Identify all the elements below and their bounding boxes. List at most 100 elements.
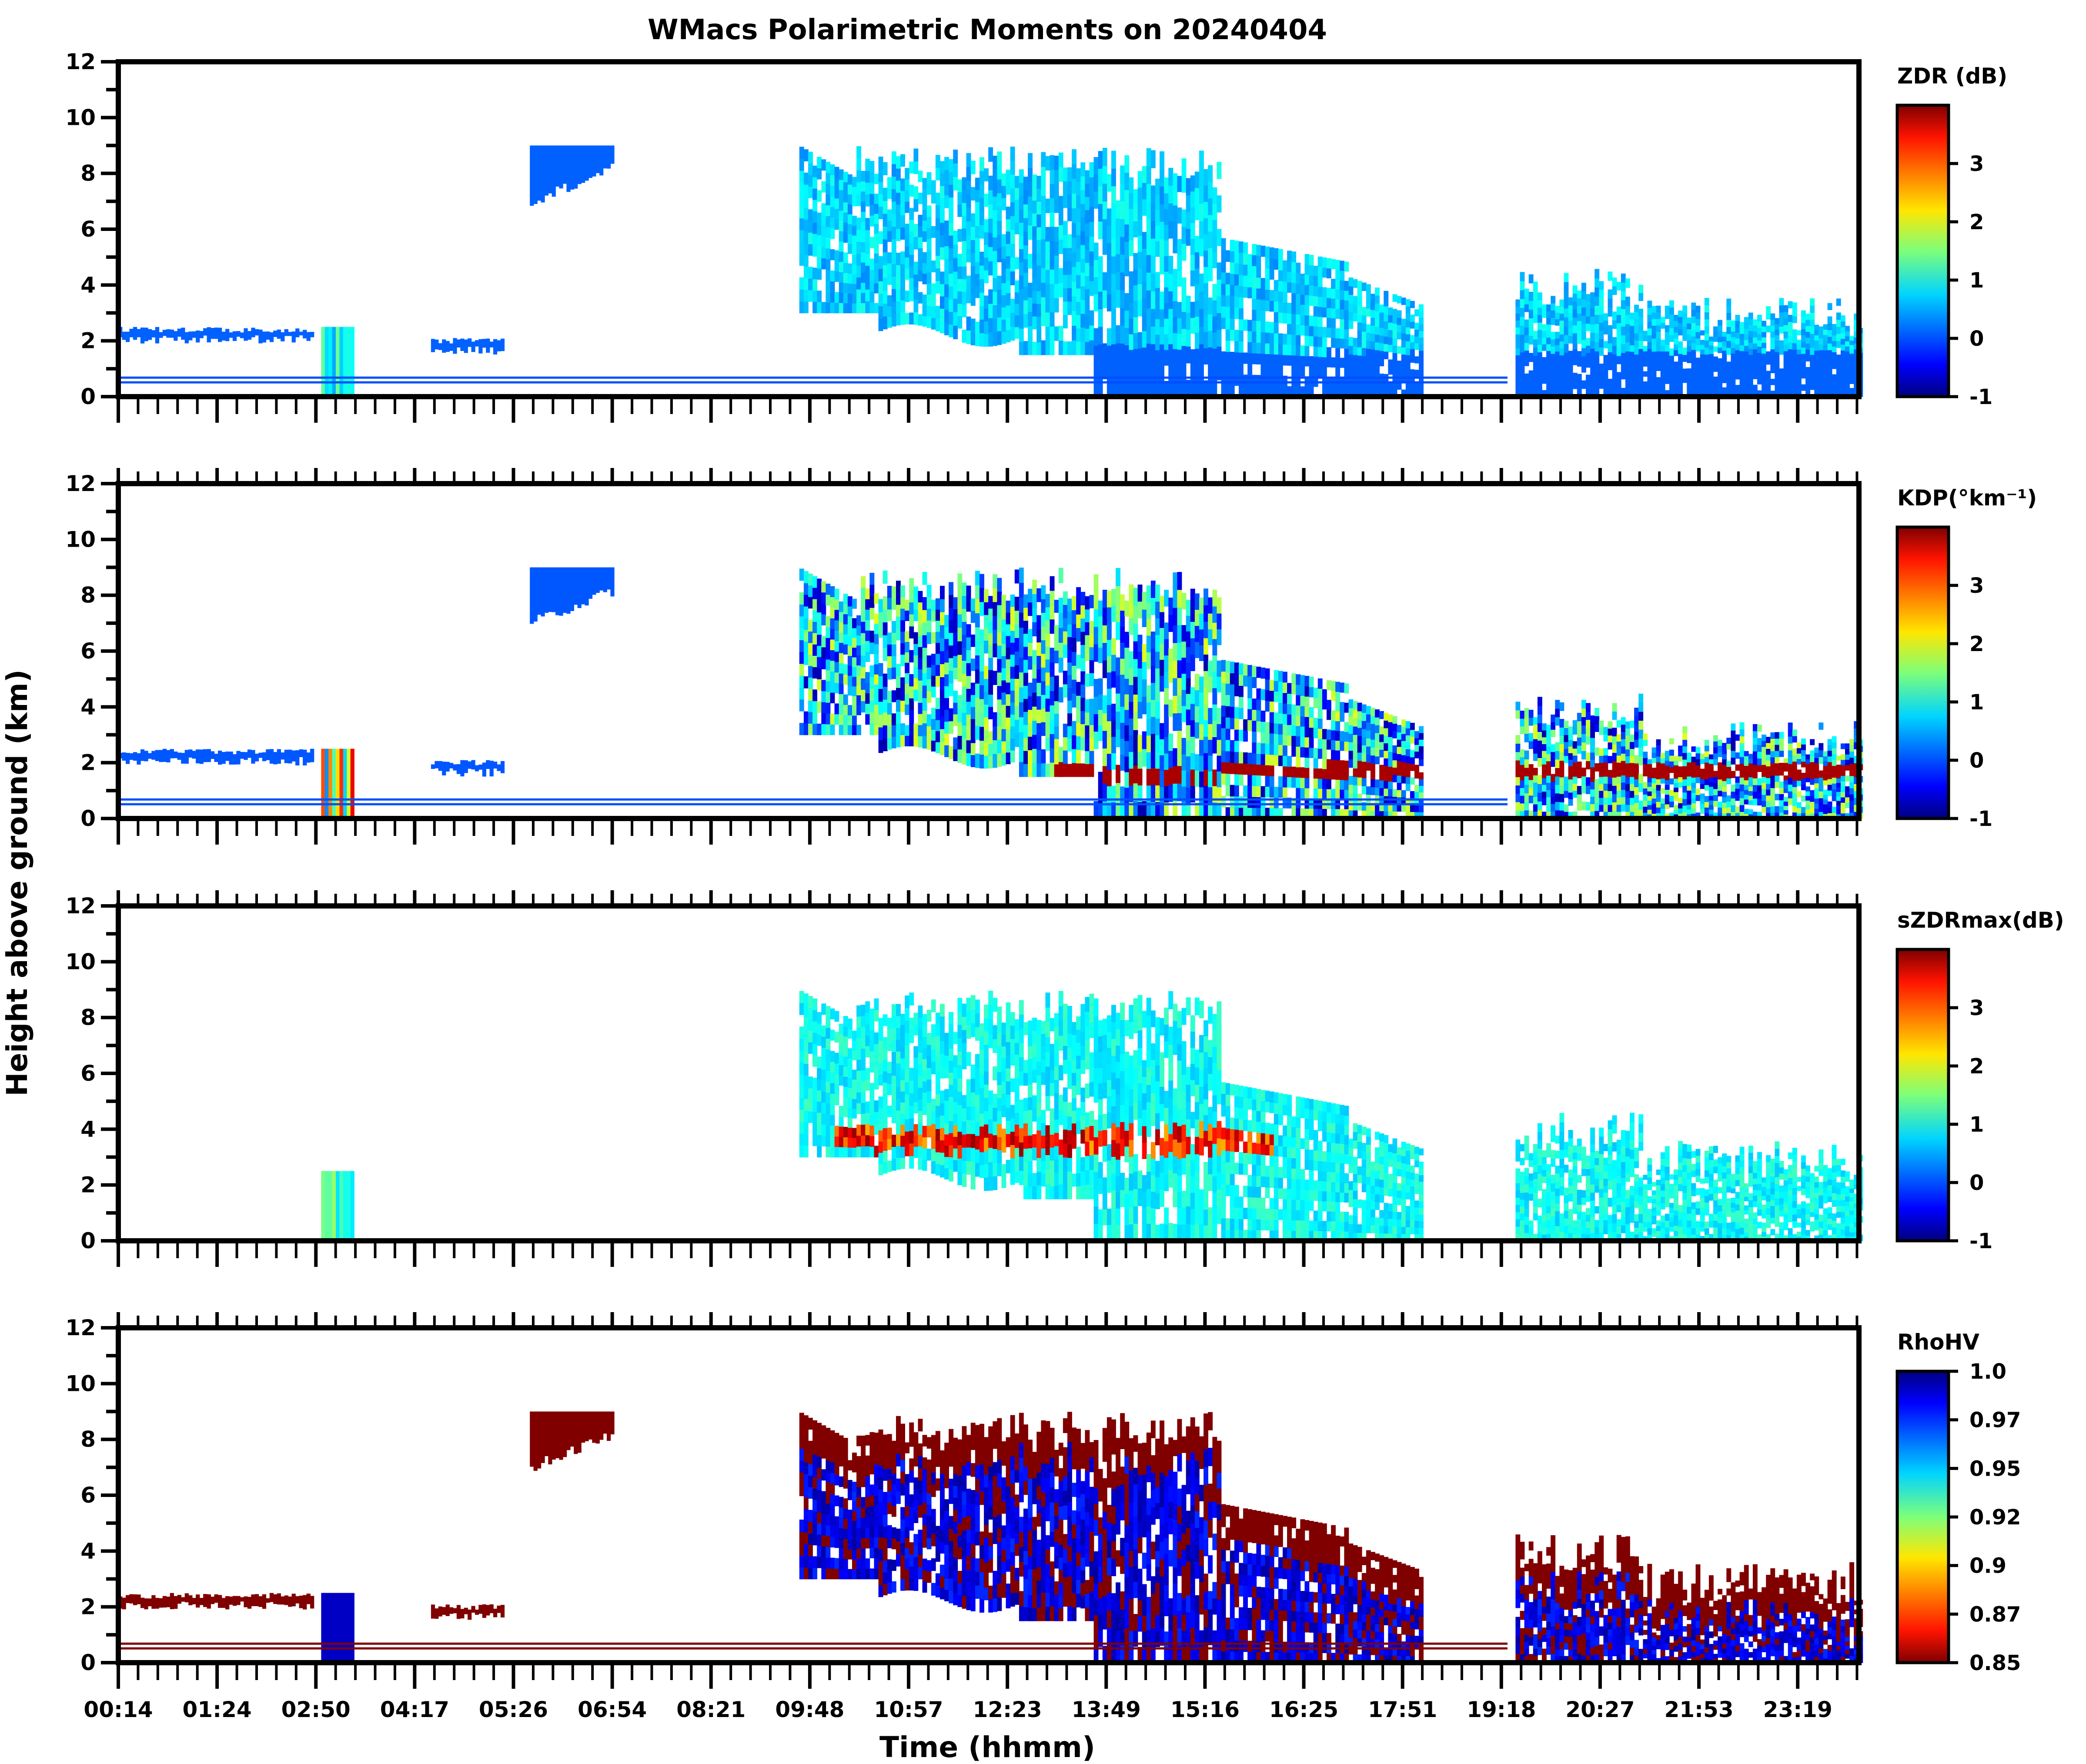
echo-cell bbox=[1361, 769, 1367, 778]
echo-cell bbox=[1072, 281, 1076, 297]
echo-cell bbox=[1520, 281, 1525, 291]
echo-cell bbox=[1155, 668, 1160, 685]
echo-cell bbox=[1129, 718, 1134, 735]
echo-cell bbox=[830, 281, 835, 292]
echo-cell bbox=[1419, 357, 1424, 364]
echo-cell bbox=[984, 244, 989, 258]
echo-cell bbox=[1072, 679, 1076, 694]
echo-cell bbox=[1006, 317, 1011, 330]
echo-cell bbox=[559, 145, 563, 189]
echo-cell bbox=[1032, 213, 1037, 227]
echo-cell bbox=[1142, 248, 1147, 265]
echo-cell bbox=[843, 272, 848, 283]
echo-cell bbox=[1533, 738, 1538, 747]
echo-cell bbox=[1010, 678, 1015, 691]
echo-cell bbox=[1142, 314, 1147, 331]
echo-cell bbox=[1107, 208, 1112, 226]
echo-cell bbox=[896, 711, 901, 724]
echo-cell bbox=[1819, 338, 1824, 344]
echo-cell bbox=[1304, 305, 1310, 316]
echo-cell bbox=[1155, 225, 1160, 241]
echo-cell bbox=[803, 277, 809, 290]
echo-cell bbox=[1533, 746, 1538, 754]
echo-cell bbox=[1107, 623, 1112, 640]
echo-cell bbox=[1572, 341, 1578, 350]
echo-cell bbox=[1695, 318, 1701, 326]
echo-cell bbox=[1542, 778, 1547, 785]
echo-cell bbox=[1283, 787, 1287, 798]
echo-cell bbox=[826, 638, 831, 649]
echo-cell bbox=[1612, 337, 1617, 346]
echo-cell bbox=[1287, 251, 1292, 262]
echo-cell bbox=[913, 161, 919, 174]
echo-cell bbox=[1300, 747, 1305, 758]
echo-cell bbox=[1405, 320, 1411, 327]
echo-cell bbox=[1783, 331, 1788, 338]
echo-cell bbox=[843, 222, 848, 233]
echo-cell bbox=[953, 271, 958, 285]
echo-cell bbox=[1058, 326, 1063, 341]
echo-cell bbox=[1186, 740, 1191, 757]
echo-cell bbox=[1687, 340, 1692, 346]
echo-cell bbox=[1520, 290, 1525, 299]
echo-cell bbox=[1129, 271, 1134, 287]
echo-cell bbox=[1581, 768, 1586, 777]
echo-cell bbox=[1309, 748, 1314, 758]
echo-cell bbox=[1225, 706, 1230, 718]
echo-cell bbox=[1194, 252, 1200, 269]
echo-cell bbox=[1322, 699, 1327, 710]
echo-cell bbox=[861, 598, 866, 611]
echo-cell bbox=[1366, 802, 1371, 811]
echo-cell bbox=[1032, 608, 1037, 622]
echo-cell bbox=[913, 643, 919, 655]
echo-cell bbox=[229, 332, 233, 338]
echo-cell bbox=[1304, 284, 1310, 295]
echo-cell bbox=[843, 614, 848, 625]
echo-cell bbox=[1704, 361, 1709, 369]
echo-cell bbox=[1388, 736, 1393, 745]
echo-cell bbox=[834, 682, 839, 694]
echo-cell bbox=[1537, 292, 1542, 301]
echo-cell bbox=[1577, 374, 1582, 382]
echo-cell bbox=[1089, 712, 1094, 725]
echo-cell bbox=[1304, 264, 1310, 275]
echo-cell bbox=[1203, 736, 1208, 753]
echo-cell bbox=[1006, 705, 1011, 718]
echo-cell bbox=[1072, 638, 1076, 652]
echo-cell bbox=[1599, 347, 1604, 356]
echo-cell bbox=[1120, 674, 1125, 691]
echo-cell bbox=[1093, 731, 1099, 749]
echo-cell bbox=[1124, 678, 1130, 695]
echo-cell bbox=[1102, 730, 1107, 748]
echo-cell bbox=[1164, 720, 1169, 737]
echo-cell bbox=[1164, 688, 1169, 705]
echo-cell bbox=[1551, 382, 1556, 390]
echo-cell bbox=[1160, 723, 1164, 739]
echo-cell bbox=[1546, 324, 1551, 331]
echo-cell bbox=[1555, 344, 1560, 352]
echo-cell bbox=[1854, 349, 1859, 356]
echo-cell bbox=[1054, 688, 1059, 702]
echo-cell bbox=[1665, 344, 1670, 352]
echo-cell bbox=[984, 321, 989, 334]
echo-cell bbox=[1612, 311, 1617, 321]
echo-cell bbox=[953, 644, 958, 656]
echo-cell bbox=[1313, 356, 1318, 367]
echo-cell bbox=[803, 606, 809, 618]
echo-cell bbox=[211, 328, 215, 339]
echo-cell bbox=[931, 740, 936, 752]
echo-cell bbox=[1006, 207, 1011, 220]
echo-cell bbox=[1366, 356, 1371, 365]
echo-cell bbox=[1014, 210, 1020, 223]
echo-cell bbox=[1234, 363, 1239, 375]
echo-cell bbox=[1401, 361, 1406, 369]
echo-cell bbox=[821, 680, 826, 692]
echo-cell bbox=[1080, 286, 1086, 301]
echo-cell bbox=[949, 645, 954, 658]
echo-cell bbox=[1129, 240, 1134, 256]
echo-cell bbox=[1208, 787, 1213, 803]
echo-cell bbox=[988, 332, 993, 347]
echo-cell bbox=[1708, 354, 1714, 358]
echo-cell bbox=[839, 231, 844, 242]
echo-cell bbox=[1291, 324, 1297, 335]
